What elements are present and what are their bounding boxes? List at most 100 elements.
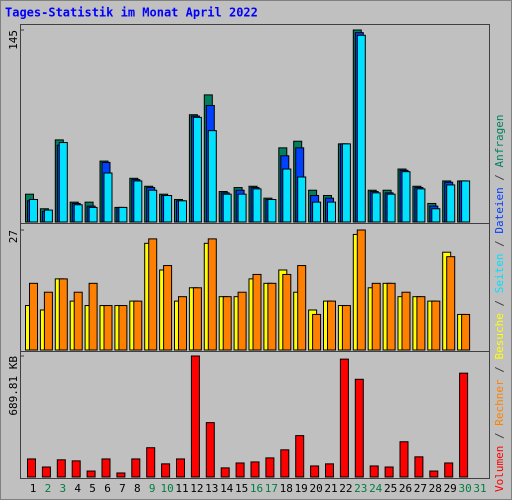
bar xyxy=(237,193,247,223)
legend-entry: Anfragen xyxy=(493,114,506,167)
legend-separator: / xyxy=(493,426,506,446)
bar xyxy=(29,198,38,223)
bar xyxy=(71,460,81,478)
x-tick-label: 31 xyxy=(473,482,486,495)
x-tick-label: 18 xyxy=(280,482,293,495)
bar xyxy=(416,188,426,223)
bar xyxy=(73,291,83,351)
x-tick-label: 10 xyxy=(160,482,173,495)
bar xyxy=(43,291,53,351)
bar xyxy=(297,265,307,351)
bar xyxy=(161,463,171,478)
bar xyxy=(192,287,202,351)
bar xyxy=(446,256,456,351)
x-tick-label: 7 xyxy=(119,482,126,495)
bar xyxy=(341,143,351,223)
x-tick-label: 25 xyxy=(384,482,397,495)
legend-entry: Rechner xyxy=(493,379,506,426)
bar xyxy=(178,200,187,223)
legend-separator: / xyxy=(493,360,506,380)
bar xyxy=(178,296,187,351)
x-tick-label: 14 xyxy=(220,482,234,495)
bar xyxy=(371,282,381,351)
x-tick-label: 30 xyxy=(458,482,471,495)
bar xyxy=(58,278,68,351)
bar xyxy=(205,422,215,478)
x-tick-label: 19 xyxy=(295,482,308,495)
bar xyxy=(103,172,113,223)
y-tick-label: 145 xyxy=(7,30,20,50)
bar xyxy=(339,358,349,478)
bar xyxy=(207,238,217,351)
bar xyxy=(371,192,381,223)
bar xyxy=(250,461,260,478)
bar xyxy=(27,458,36,478)
bar xyxy=(235,462,245,478)
bar xyxy=(312,201,322,223)
bar xyxy=(86,470,96,478)
x-tick-label: 4 xyxy=(74,482,81,495)
legend-entry: Volumen xyxy=(493,446,506,492)
bar xyxy=(101,458,111,478)
x-tick-label: 21 xyxy=(324,482,337,495)
bar xyxy=(431,300,441,351)
chart-title: Tages-Statistik im Monat April 2022 xyxy=(5,6,258,20)
bar xyxy=(133,180,143,223)
bar xyxy=(163,265,173,351)
x-tick-label: 24 xyxy=(369,482,383,495)
x-tick-label: 27 xyxy=(414,482,427,495)
x-tick-label: 12 xyxy=(190,482,203,495)
bar xyxy=(163,195,173,223)
bar xyxy=(88,206,98,223)
bar xyxy=(148,238,158,351)
bar xyxy=(29,282,38,351)
bar xyxy=(207,130,217,223)
x-tick-label: 28 xyxy=(429,482,442,495)
legend-entry: Dateien xyxy=(493,187,506,233)
bar xyxy=(267,198,277,223)
bar xyxy=(429,470,439,478)
x-tick-label: 1 xyxy=(30,482,37,495)
bar xyxy=(73,204,83,223)
bar xyxy=(354,378,364,478)
bar xyxy=(220,467,230,478)
bar xyxy=(192,116,202,223)
bar xyxy=(176,458,185,478)
bar xyxy=(414,456,424,478)
x-tick-label: 8 xyxy=(134,482,141,495)
x-tick-label: 20 xyxy=(309,482,322,495)
bar xyxy=(222,193,232,223)
bar xyxy=(58,142,68,223)
legend-separator: / xyxy=(493,234,506,254)
bar xyxy=(356,34,366,223)
bar xyxy=(297,176,307,223)
x-tick-label: 15 xyxy=(235,482,248,495)
bar xyxy=(282,273,292,351)
bar xyxy=(118,206,128,223)
bar xyxy=(312,313,322,351)
bar xyxy=(131,458,141,478)
y-tick-label: 689.81 KB xyxy=(7,356,20,416)
legend-entry: Seiten xyxy=(493,254,506,294)
bar xyxy=(401,171,411,223)
bar xyxy=(146,447,156,478)
bar xyxy=(252,188,262,223)
bar xyxy=(431,208,441,223)
bar xyxy=(310,465,320,478)
bar xyxy=(327,300,336,351)
bar xyxy=(446,184,456,223)
bar xyxy=(116,472,126,478)
legend: Volumen / Rechner / Besuche / Seiten / D… xyxy=(493,114,506,492)
bar xyxy=(118,305,128,351)
bar xyxy=(327,201,336,223)
bar xyxy=(133,300,143,351)
bar xyxy=(384,466,394,478)
bar xyxy=(267,282,277,351)
bar xyxy=(222,296,232,351)
bar xyxy=(56,459,66,478)
x-tick-label: 9 xyxy=(149,482,156,495)
x-tick-label: 5 xyxy=(89,482,96,495)
x-tick-label: 23 xyxy=(354,482,367,495)
bar xyxy=(461,313,471,351)
bar xyxy=(459,372,469,478)
